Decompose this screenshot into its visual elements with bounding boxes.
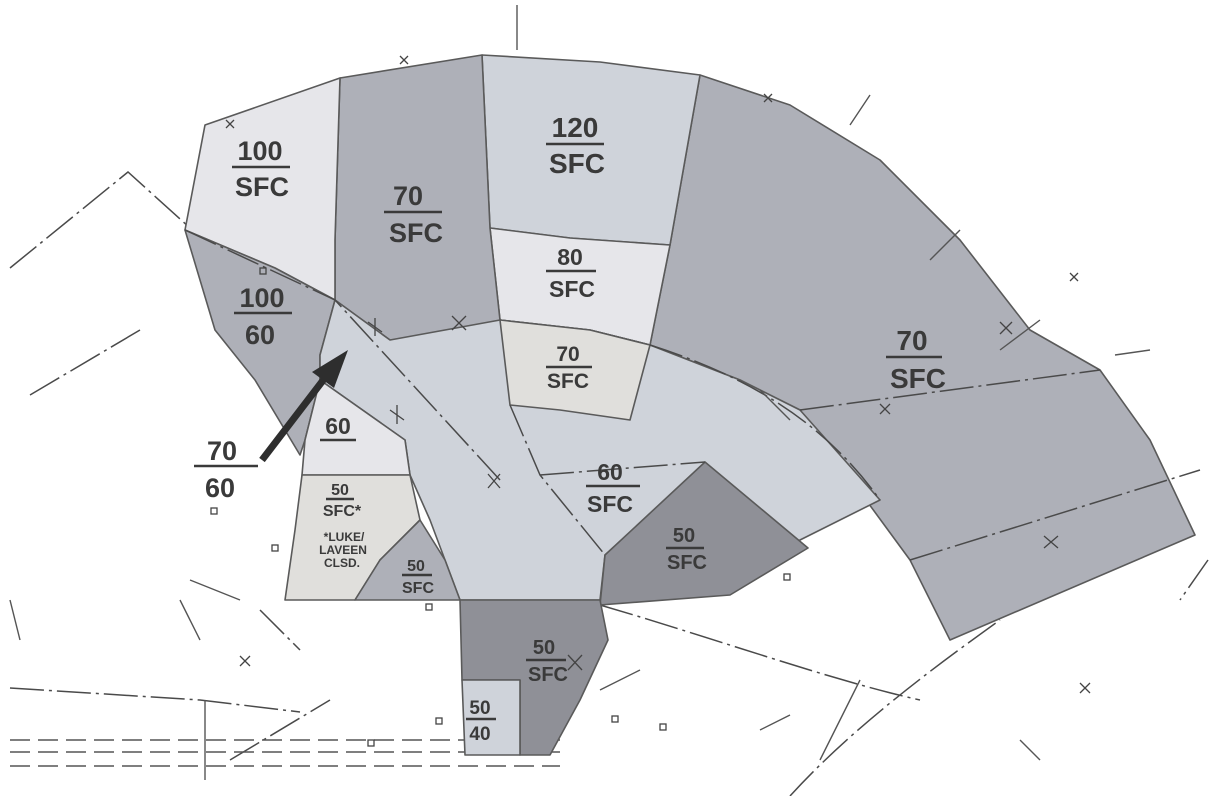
svg-text:SFC: SFC <box>549 276 595 302</box>
waypoint-square-icon <box>210 507 218 515</box>
waypoint-square-icon <box>611 715 619 723</box>
cross-mark-icon <box>1069 272 1079 282</box>
svg-text:SFC: SFC <box>528 664 568 686</box>
svg-text:LAVEEN: LAVEEN <box>319 543 367 557</box>
svg-text:120: 120 <box>552 112 599 143</box>
svg-text:50: 50 <box>673 525 695 547</box>
svg-text:40: 40 <box>469 724 490 745</box>
label-120-sfc: 120 SFC <box>546 112 605 179</box>
label-70-sfc-inner: 70 SFC <box>546 343 592 393</box>
cross-mark-icon <box>389 405 405 424</box>
cross-mark-icon <box>399 55 409 65</box>
sector-50-sfc-east <box>599 461 809 606</box>
svg-text:SFC: SFC <box>587 491 633 517</box>
svg-text:100: 100 <box>237 136 282 166</box>
svg-text:80: 80 <box>557 244 583 270</box>
cross-mark-icon <box>567 654 583 671</box>
svg-text:100: 100 <box>239 283 284 313</box>
pointer-arrow-icon <box>259 350 348 463</box>
sector-50-sfc-small <box>354 519 461 601</box>
svg-text:SFC: SFC <box>667 552 707 574</box>
svg-text:SFC: SFC <box>235 172 289 202</box>
label-70-sfc-east: 70 SFC <box>886 325 946 394</box>
callout-70-60: 70 60 <box>194 436 258 503</box>
svg-text:CLSD.: CLSD. <box>324 556 360 570</box>
svg-text:SFC: SFC <box>890 363 946 394</box>
label-50-sfc-east: 50 SFC <box>666 525 707 574</box>
svg-text:SFC*: SFC* <box>323 503 362 520</box>
sector-dividers <box>184 5 1201 561</box>
cross-mark-icon <box>1079 682 1091 694</box>
svg-text:SFC: SFC <box>389 218 443 248</box>
label-50-sfc-south: 50 SFC <box>526 637 568 686</box>
svg-text:60: 60 <box>325 413 351 439</box>
svg-text:50: 50 <box>331 482 349 499</box>
svg-text:SFC: SFC <box>547 370 589 393</box>
svg-text:*LUKE/: *LUKE/ <box>324 530 365 544</box>
waypoint-square-icon <box>367 739 375 747</box>
label-60: 60 <box>320 413 356 442</box>
cross-mark-icon <box>763 93 773 103</box>
svg-text:70: 70 <box>393 181 423 211</box>
waypoint-square-icon <box>425 603 433 611</box>
svg-text:50: 50 <box>533 637 555 659</box>
svg-text:70: 70 <box>207 436 237 466</box>
waypoint-square-icon <box>435 717 443 725</box>
svg-text:60: 60 <box>245 320 275 350</box>
cross-mark-icon <box>999 321 1013 335</box>
label-50-40: 50 40 <box>466 698 496 745</box>
waypoint-square-icon <box>659 723 667 731</box>
waypoint-square-icon <box>271 544 279 552</box>
label-50-sfc-small: 50 SFC <box>402 558 434 597</box>
cross-mark-icon <box>1043 535 1059 549</box>
svg-text:60: 60 <box>205 473 235 503</box>
svg-text:SFC: SFC <box>549 148 605 179</box>
sector-50-40 <box>461 679 521 756</box>
label-60-sfc: 60 SFC <box>586 459 640 517</box>
cross-mark-icon <box>239 655 251 667</box>
svg-text:50: 50 <box>407 558 425 575</box>
svg-text:70: 70 <box>896 325 927 356</box>
label-50-sfc-luke: 50 SFC* *LUKE/ LAVEEN CLSD. <box>319 482 367 570</box>
waypoint-square-icon <box>259 267 267 275</box>
waypoint-square-icon <box>783 573 791 581</box>
label-100-60: 100 60 <box>234 283 292 350</box>
cross-mark-icon <box>451 315 467 331</box>
map-symbols <box>210 55 1091 747</box>
svg-text:70: 70 <box>556 343 579 366</box>
label-80-sfc: 80 SFC <box>546 244 596 302</box>
label-70-sfc-north: 70 SFC <box>384 181 443 248</box>
svg-text:SFC: SFC <box>402 580 434 597</box>
svg-text:60: 60 <box>597 459 623 485</box>
svg-text:50: 50 <box>469 698 490 719</box>
label-100-sfc: 100 SFC <box>232 136 290 202</box>
cross-mark-icon <box>487 473 501 489</box>
cross-mark-icon <box>879 403 891 415</box>
boundary-lines <box>9 171 1209 796</box>
cross-mark-icon <box>225 119 235 129</box>
cross-mark-icon <box>367 318 383 336</box>
